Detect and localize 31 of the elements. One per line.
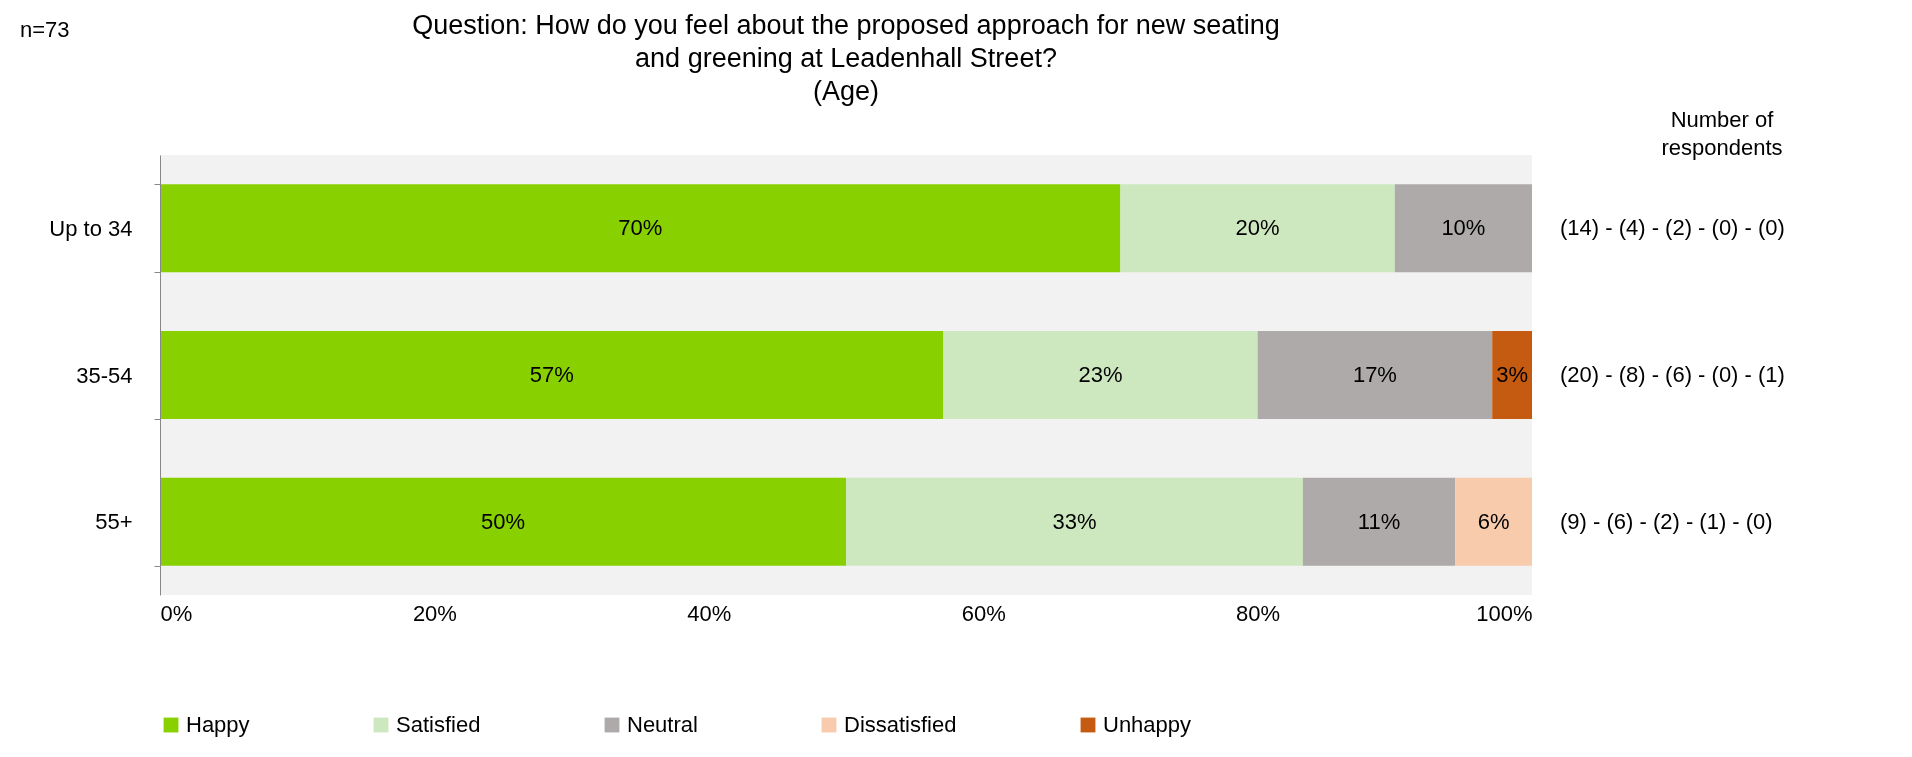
text: n=73: [20, 17, 70, 42]
data-label: 33%: [1052, 508, 1097, 534]
x-tick-label: 0%: [160, 600, 193, 626]
data-label: 10%: [1441, 215, 1486, 241]
legend-label: Unhappy: [1103, 712, 1192, 737]
data-label: 23%: [1078, 362, 1123, 387]
data-label: 3%: [1496, 362, 1528, 387]
legend-label: Dissatisfied: [844, 712, 957, 737]
text: (9) - (6) - (2) - (1) - (0): [1560, 508, 1773, 534]
x-tick-label: 40%: [687, 600, 732, 626]
data-label: 11%: [1357, 508, 1401, 534]
x-tick-label: 60%: [961, 600, 1006, 626]
x-tick-label: 80%: [1236, 600, 1281, 626]
x-tick-label: 20%: [412, 600, 457, 626]
data-label: 20%: [1235, 215, 1280, 241]
data-label: 6%: [1477, 508, 1510, 534]
data-label: 50%: [480, 508, 526, 534]
legend-label: Satisfied: [396, 712, 481, 737]
data-label: 70%: [618, 215, 663, 241]
text: Number of respondents: [1661, 107, 1783, 160]
legend-label: Happy: [186, 712, 250, 737]
x-tick-label: 100%: [1476, 600, 1533, 626]
data-label: 17%: [1352, 362, 1397, 387]
data-label: 57%: [529, 362, 574, 387]
text: (20) - (8) - (6) - (0) - (1): [1560, 362, 1785, 387]
y-tick-label: 55+: [95, 509, 133, 535]
y-tick-label: 35-54: [76, 362, 133, 388]
text: (14) - (4) - (2) - (0) - (0): [1560, 215, 1785, 241]
legend-label: Neutral: [627, 712, 698, 737]
chart-title: Question: How do you feel about the proposed approach for new seating and greening at Leadenhall Street? (Age): [412, 10, 1280, 106]
y-tick-label: Up to 34: [49, 215, 133, 241]
